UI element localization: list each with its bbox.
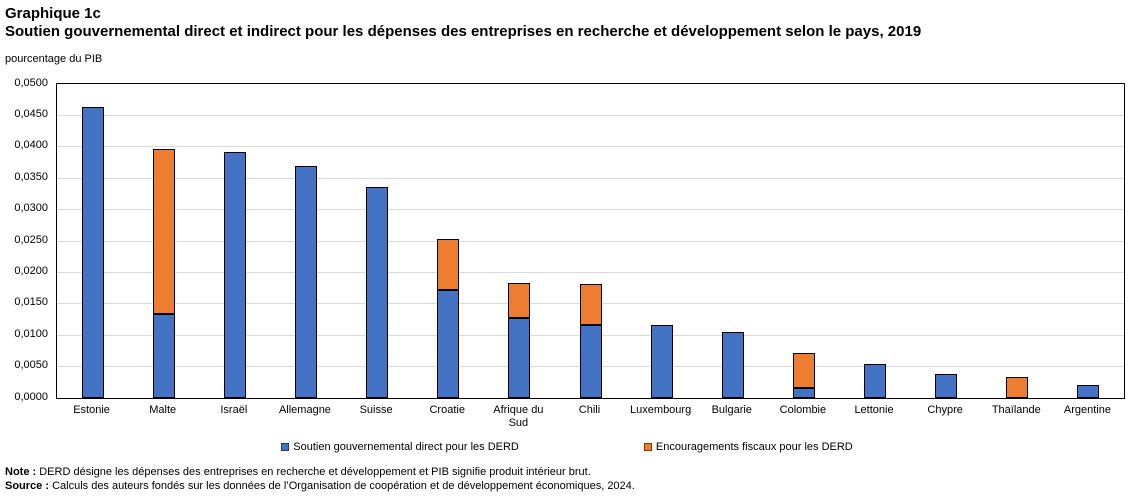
x-axis-label-suisse: Suisse — [359, 404, 393, 416]
gridline — [57, 146, 1124, 148]
x-axis-label-israel: Israël — [220, 404, 248, 416]
bar-segment-direct-bulgarie — [721, 332, 744, 398]
y-axis-unit-label: pourcentage du PIB — [5, 53, 103, 65]
x-axis-label-colombie: Colombie — [779, 404, 827, 416]
note-line: Note : DERD désigne les dépenses des ent… — [5, 465, 635, 479]
chart-title: Soutien gouvernemental direct et indirec… — [5, 23, 922, 40]
x-axis-label-thailande: Thaïlande — [991, 404, 1041, 416]
note-label: Note : — [5, 466, 37, 478]
bar-segment-fiscal-malte — [152, 149, 175, 314]
bar-segment-direct-estonie — [81, 107, 104, 398]
source-text: Calculs des auteurs fondés sur les donné… — [49, 480, 635, 492]
bar-segment-direct-luxembourg — [650, 325, 673, 398]
x-axis-label-afrique-du-sud: Afrique du Sud — [493, 404, 544, 429]
bar-bulgarie — [721, 332, 744, 398]
x-axis-label-chili: Chili — [578, 404, 601, 416]
bar-croatie — [437, 239, 460, 398]
bar-segment-direct-argentine — [1077, 385, 1100, 398]
legend-swatch-fiscal — [643, 443, 652, 451]
bar-chili — [579, 284, 602, 398]
y-tick-label: 0,0100 — [14, 327, 48, 340]
figure-number: Graphique 1c — [5, 5, 101, 22]
bar-segment-direct-afrique-du-sud — [508, 318, 531, 398]
y-tick-label: 0,0200 — [14, 264, 48, 277]
x-axis-label-chypre: Chypre — [927, 404, 963, 416]
bar-allemagne — [294, 166, 317, 398]
bar-afrique-du-sud — [508, 283, 531, 398]
bar-segment-fiscal-croatie — [437, 239, 460, 290]
x-axis-label-luxembourg: Luxembourg — [630, 404, 692, 416]
gridline — [57, 240, 1124, 242]
plot-area — [56, 83, 1125, 399]
bar-israel — [223, 152, 246, 398]
bar-malte — [152, 149, 175, 398]
legend-swatch-direct — [281, 443, 290, 451]
bar-segment-direct-colombie — [792, 388, 815, 398]
bar-thailande — [1006, 377, 1029, 398]
bar-segment-fiscal-colombie — [792, 353, 815, 388]
legend-label-fiscal: Encouragements fiscaux pour les DERD — [655, 441, 853, 453]
footnotes: Note : DERD désigne les dépenses des ent… — [5, 465, 635, 493]
gridline — [57, 114, 1124, 116]
x-axis-label-estonie: Estonie — [73, 404, 110, 416]
legend: Soutien gouvernemental direct pour les D… — [0, 441, 1134, 453]
y-tick-label: 0,0500 — [14, 76, 48, 89]
bar-segment-direct-malte — [152, 314, 175, 398]
bar-segment-direct-chypre — [935, 374, 958, 398]
bar-argentine — [1077, 385, 1100, 398]
bar-segment-fiscal-thailande — [1006, 377, 1029, 398]
legend-label-direct: Soutien gouvernemental direct pour les D… — [293, 441, 519, 453]
note-text: DERD désigne les dépenses des entreprise… — [36, 466, 591, 478]
gridline — [57, 271, 1124, 273]
y-tick-label: 0,0050 — [14, 359, 48, 372]
x-axis-label-malte: Malte — [149, 404, 177, 416]
bar-luxembourg — [650, 325, 673, 398]
y-tick-label: 0,0400 — [14, 139, 48, 152]
bar-estonie — [81, 107, 104, 398]
y-tick-label: 0,0350 — [14, 170, 48, 183]
bar-segment-direct-israel — [223, 152, 246, 398]
y-tick-label: 0,0000 — [14, 390, 48, 403]
x-axis-label-croatie: Croatie — [429, 404, 465, 416]
legend-item-fiscal: Encouragements fiscaux pour les DERD — [643, 441, 853, 453]
y-tick-label: 0,0300 — [14, 202, 48, 215]
bar-lettonie — [864, 364, 887, 398]
x-axis-label-argentine: Argentine — [1063, 404, 1111, 416]
bar-segment-direct-suisse — [366, 187, 389, 398]
x-axis-label-lettonie: Lettonie — [854, 404, 894, 416]
bar-colombie — [792, 353, 815, 398]
gridline — [57, 209, 1124, 211]
x-axis-label-allemagne: Allemagne — [278, 404, 331, 416]
bar-suisse — [366, 187, 389, 398]
bar-chypre — [935, 374, 958, 398]
source-label: Source : — [5, 480, 50, 492]
bar-segment-direct-croatie — [437, 290, 460, 398]
bar-segment-direct-allemagne — [294, 166, 317, 398]
bar-segment-direct-chili — [579, 325, 602, 398]
gridline — [57, 177, 1124, 179]
bar-segment-direct-lettonie — [864, 364, 887, 398]
x-axis-label-bulgarie: Bulgarie — [711, 404, 752, 416]
bar-segment-fiscal-chili — [579, 284, 602, 325]
legend-item-direct: Soutien gouvernemental direct pour les D… — [281, 441, 519, 453]
source-line: Source : Calculs des auteurs fondés sur … — [5, 479, 635, 493]
y-tick-label: 0,0450 — [14, 107, 48, 120]
y-tick-label: 0,0250 — [14, 233, 48, 246]
y-tick-label: 0,0150 — [14, 296, 48, 309]
bar-segment-fiscal-afrique-du-sud — [508, 283, 531, 318]
